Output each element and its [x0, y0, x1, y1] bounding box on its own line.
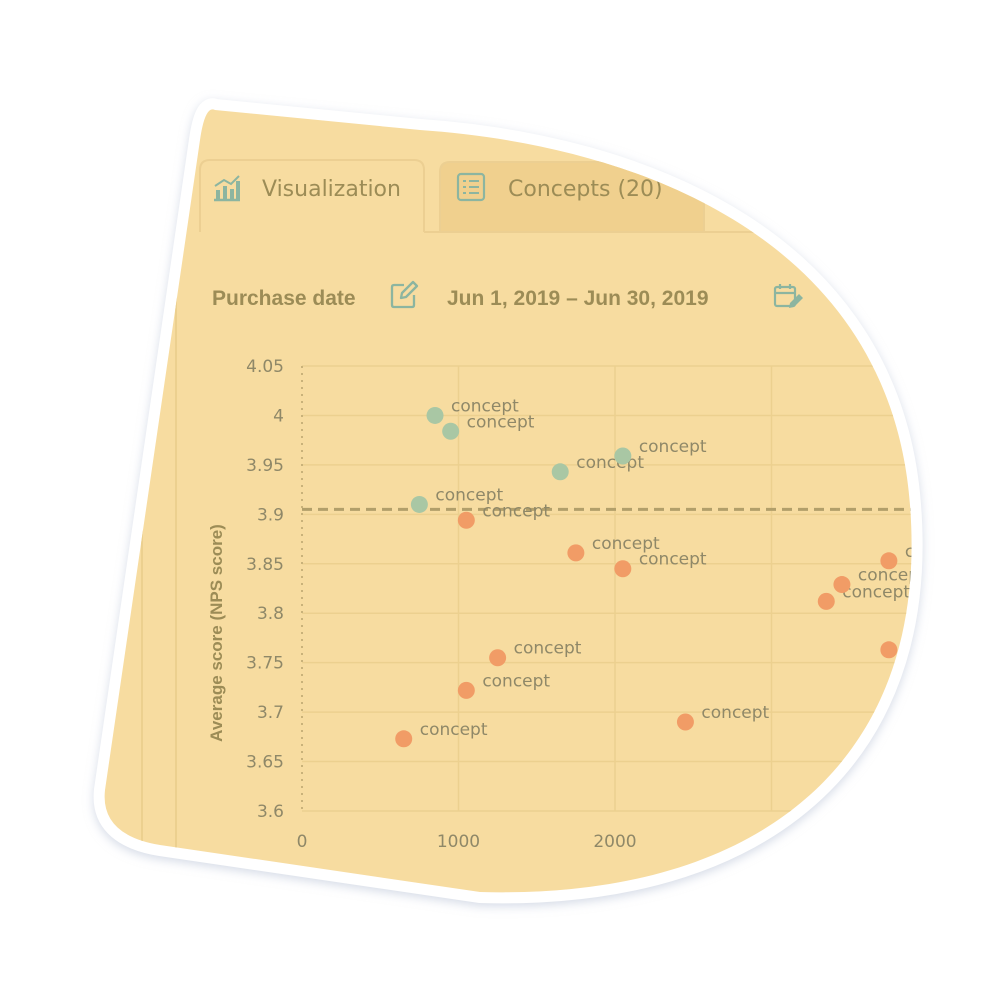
point-label: concept	[451, 396, 519, 416]
point-label: concept	[905, 542, 973, 562]
tab-concepts[interactable]: Concepts (20)	[439, 161, 705, 233]
point-label: concept	[467, 412, 535, 432]
data-point[interactable]	[833, 576, 851, 594]
point-label: concept	[639, 437, 707, 457]
data-point[interactable]	[426, 406, 444, 424]
y-tick-label: 3.95	[246, 456, 284, 476]
point-label: concept	[576, 453, 644, 473]
point-label: concept	[420, 720, 488, 740]
point-label: concept	[842, 582, 910, 602]
point-label: concept	[482, 671, 550, 691]
x-tick-label: 2000	[593, 832, 636, 852]
data-point[interactable]	[395, 730, 413, 748]
data-point[interactable]	[442, 422, 460, 440]
y-tick-label: 3.75	[246, 654, 284, 674]
data-point[interactable]	[614, 447, 632, 465]
data-point[interactable]	[880, 552, 898, 570]
tab-concepts-label: Concepts (20)	[508, 177, 663, 202]
y-axis-title: Average score (NPS score)	[207, 524, 226, 742]
x-tick-label: 0	[297, 832, 308, 852]
y-tick-label: 4	[273, 406, 284, 426]
y-tick-label: 3.7	[257, 703, 284, 723]
data-point[interactable]	[551, 463, 569, 481]
y-tick-label: 3.85	[246, 555, 284, 575]
calendar-edit-icon[interactable]	[773, 284, 803, 308]
y-tick-label: 3.9	[257, 505, 284, 525]
point-label: concept	[435, 485, 503, 505]
bar-chart-icon	[214, 175, 240, 202]
point-label: concept	[905, 631, 973, 651]
data-point[interactable]	[457, 681, 475, 699]
point-label: concept	[639, 550, 707, 570]
y-tick-label: 4.05	[246, 357, 284, 377]
data-point[interactable]	[457, 511, 475, 529]
filter-field-label: Purchase date	[212, 287, 356, 310]
y-tick-label: 3.8	[257, 604, 284, 624]
data-point[interactable]	[489, 649, 507, 667]
point-label: concept	[482, 501, 550, 521]
data-point[interactable]	[880, 641, 898, 659]
point-label: concept	[592, 534, 660, 554]
point-label: concept	[858, 566, 926, 586]
y-tick-label: 3.65	[246, 753, 284, 773]
tab-visualization[interactable]: Visualization	[199, 159, 425, 232]
tab-visualization-label: Visualization	[262, 177, 401, 202]
data-point[interactable]	[410, 495, 428, 513]
x-tick-label: 1000	[437, 832, 480, 852]
date-range[interactable]: Jun 1, 2019 – Jun 30, 2019	[447, 287, 709, 310]
y-tick-label: 3.6	[257, 802, 284, 822]
data-point[interactable]	[567, 544, 585, 562]
list-icon	[456, 172, 486, 202]
point-label: concept	[701, 703, 769, 723]
edit-icon[interactable]	[390, 280, 419, 309]
data-point[interactable]	[614, 560, 632, 578]
point-label: concept	[514, 639, 582, 659]
data-point[interactable]	[817, 592, 835, 610]
data-point[interactable]	[676, 713, 694, 731]
